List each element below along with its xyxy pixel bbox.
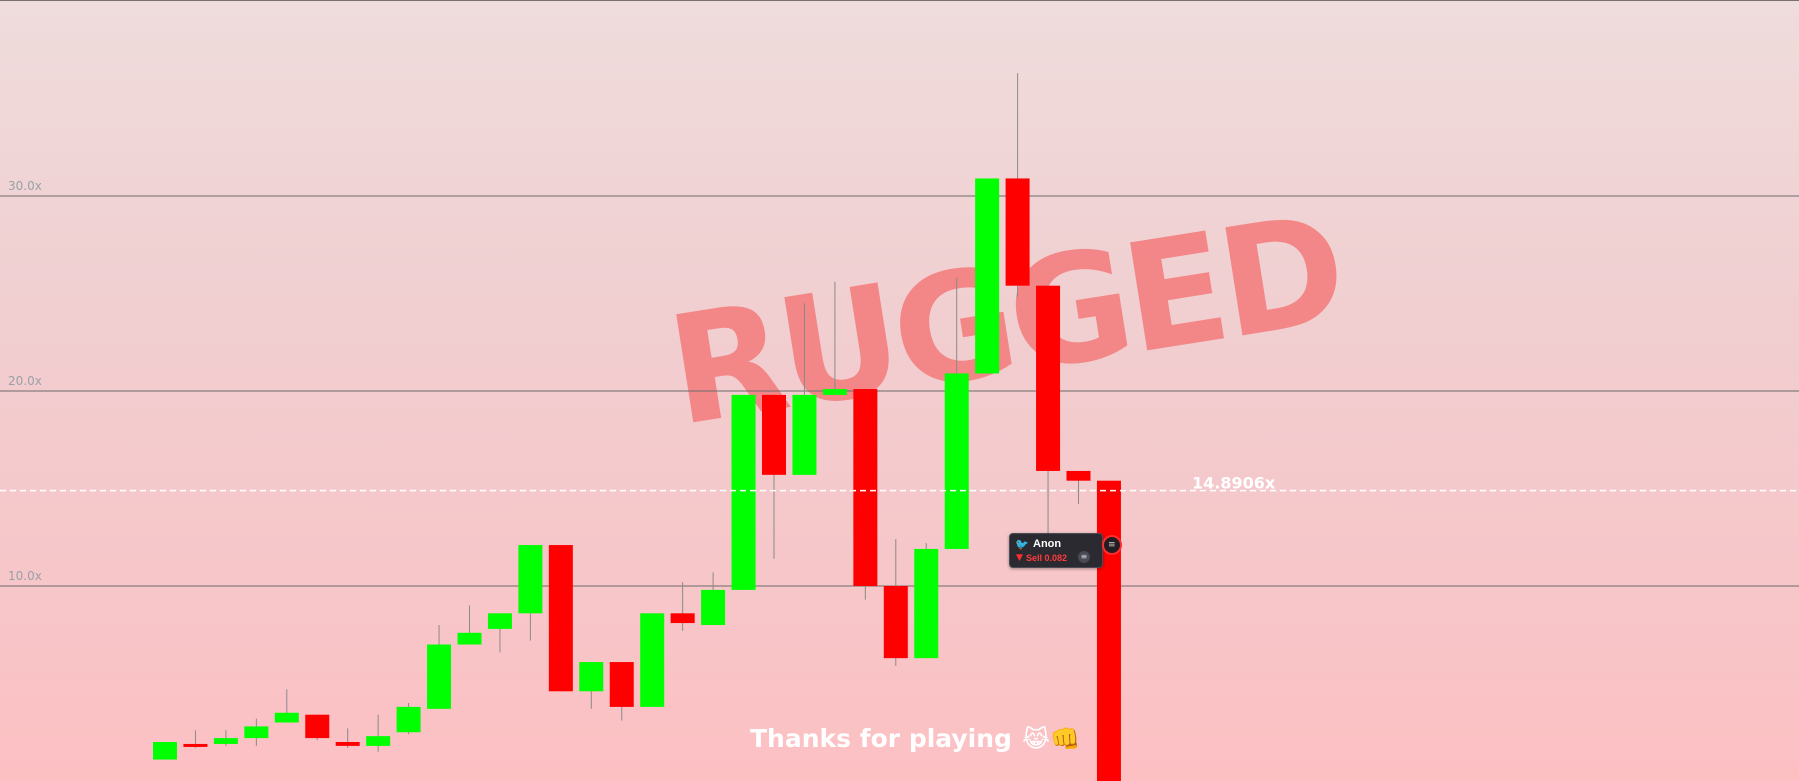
- candle: [670, 582, 695, 631]
- candle: [457, 605, 482, 645]
- candle-body: [244, 726, 269, 739]
- candle: [427, 625, 452, 709]
- candle: [244, 718, 269, 746]
- candle: [153, 742, 177, 760]
- candle: [1066, 470, 1091, 505]
- candle-body: [457, 632, 482, 645]
- current-price-marker: 14.8906x: [0, 474, 1799, 493]
- top-border: [0, 0, 1799, 1]
- candle: [944, 277, 969, 549]
- candle: [213, 730, 238, 746]
- candle: [792, 303, 817, 475]
- candle: [548, 545, 573, 692]
- trade-username: Anon: [1033, 538, 1062, 550]
- candle-body: [518, 545, 543, 614]
- candle-body: [762, 394, 786, 475]
- grid-lines: 10.0x 20.0x 30.0x: [0, 179, 1799, 587]
- candle-body: [548, 545, 573, 692]
- candle: [487, 613, 512, 653]
- candle-body: [640, 613, 665, 707]
- current-value-label: 14.8906x: [1192, 474, 1276, 493]
- candle: [701, 572, 726, 625]
- candle-body: [1096, 480, 1121, 781]
- thanks-text: Thanks for playing: [750, 724, 1012, 753]
- y-tick-label: 10.0x: [8, 569, 42, 583]
- candle-body: [1005, 178, 1030, 286]
- candle: [762, 394, 786, 559]
- candle-body: [701, 589, 726, 625]
- candle-body: [579, 662, 604, 692]
- candle: [1096, 480, 1121, 781]
- candle: [853, 389, 878, 600]
- candle-body: [853, 389, 878, 586]
- thanks-banner: Thanks for playing 😹👊: [750, 724, 1080, 753]
- y-tick-label: 30.0x: [8, 179, 42, 193]
- candle: [1005, 73, 1030, 298]
- candle-body: [731, 394, 756, 590]
- candle-body: [609, 662, 634, 707]
- trade-pin-icon[interactable]: ≡: [1102, 535, 1122, 555]
- candle-body: [396, 706, 421, 733]
- laughing-cat-fist-emoji: 😹👊: [1021, 725, 1080, 753]
- candle-body: [975, 178, 1000, 374]
- candle: [274, 689, 299, 723]
- candle-body: [427, 644, 452, 709]
- candle: [305, 714, 330, 741]
- candle: [914, 543, 939, 659]
- candle: [731, 394, 756, 590]
- candle: [335, 728, 360, 748]
- candle: [975, 178, 1000, 374]
- candle: [518, 545, 543, 641]
- candle: [183, 730, 208, 748]
- candle-body: [944, 373, 969, 549]
- candle-body: [914, 548, 939, 659]
- candle-body: [366, 736, 391, 746]
- candle: [1036, 285, 1061, 561]
- candle: [640, 613, 665, 707]
- coin-icon: ≡: [1078, 551, 1090, 563]
- candle-body: [487, 613, 512, 629]
- candle-body: [183, 743, 208, 747]
- candle-body: [274, 712, 299, 723]
- candle: [366, 714, 391, 752]
- candle-body: [1036, 285, 1061, 471]
- candle-body: [305, 714, 330, 739]
- candle-body: [883, 586, 908, 659]
- candle: [396, 703, 421, 735]
- candle: [609, 662, 634, 721]
- candle-body: [335, 742, 360, 746]
- candle-body: [213, 738, 238, 744]
- candle: [883, 539, 908, 666]
- y-tick-label: 20.0x: [8, 374, 42, 388]
- candle-body: [670, 613, 695, 624]
- down-arrow-icon: ▼: [1016, 553, 1023, 563]
- candle-body: [822, 389, 847, 395]
- candle: [579, 662, 604, 709]
- bird-icon: 🐦: [1015, 538, 1029, 551]
- candle-body: [153, 742, 177, 760]
- list-glyph-icon: ≡: [1108, 540, 1116, 550]
- trade-tooltip[interactable]: 🐦 Anon ▼ Sell 0.082 ≡: [1009, 533, 1103, 568]
- trade-action: Sell 0.082: [1026, 553, 1068, 563]
- candle-body: [1066, 470, 1091, 481]
- candle-body: [792, 394, 817, 475]
- candles: [153, 73, 1121, 781]
- candle: [822, 281, 847, 395]
